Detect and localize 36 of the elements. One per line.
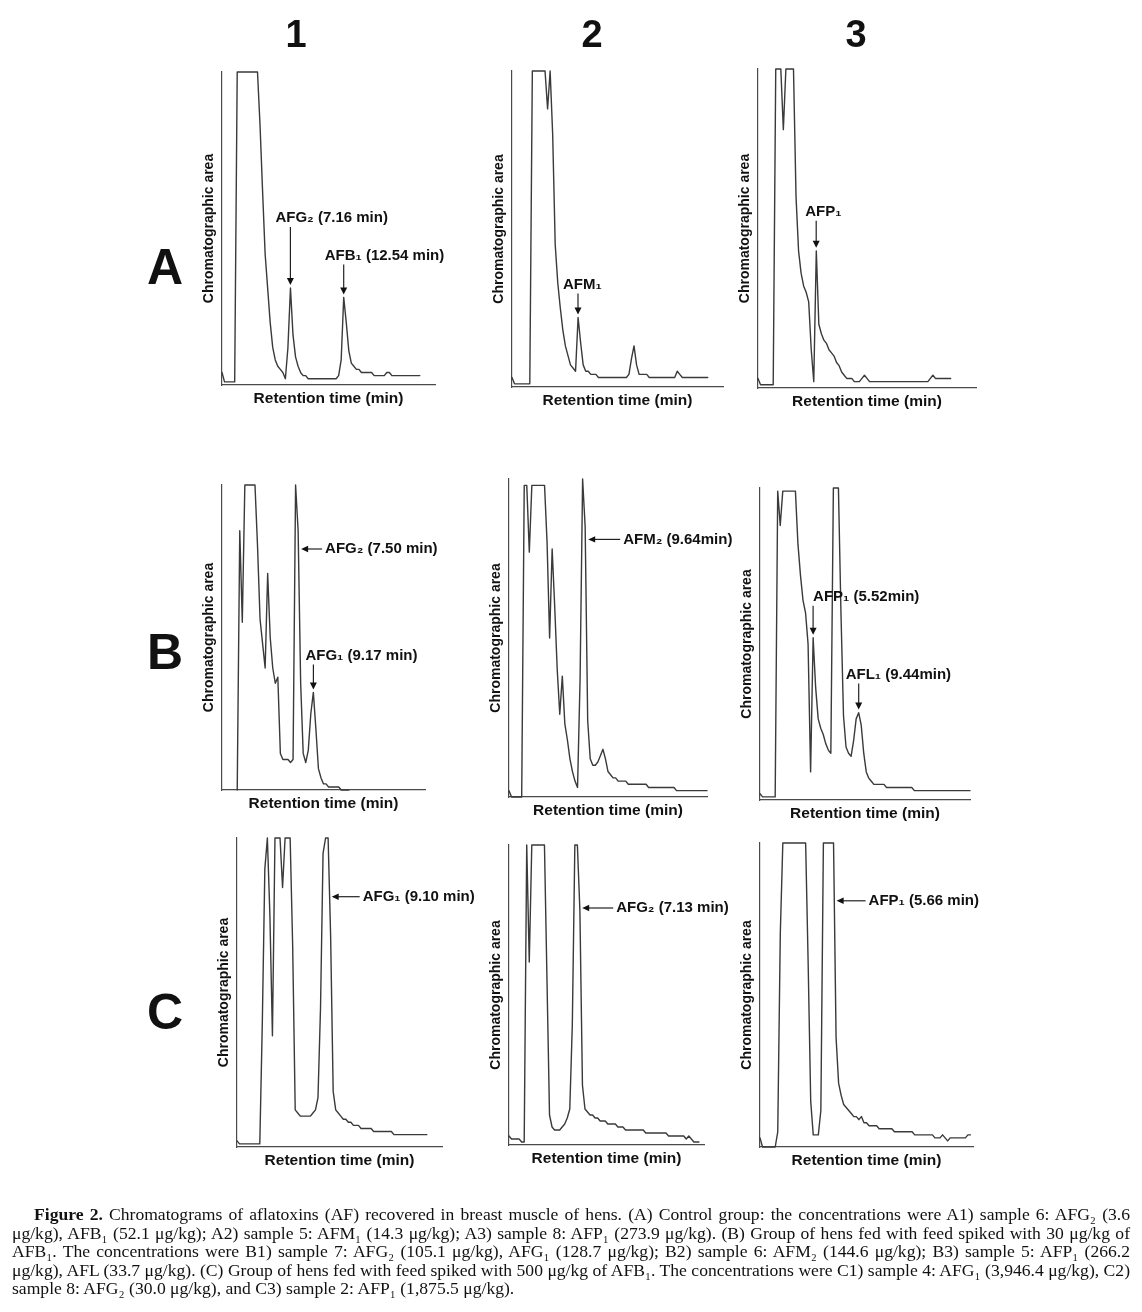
x-axis-title: Retention time (min) xyxy=(542,390,693,408)
caption: Figure 2. xyxy=(34,1204,103,1224)
x-axis-title: Retention time (min) xyxy=(790,803,940,821)
y-axis-title: Chromatographic area xyxy=(487,563,504,713)
text: C xyxy=(146,983,184,1040)
chart-title: 3 xyxy=(845,13,867,56)
text: B xyxy=(146,623,184,680)
y-axis-title: Chromatographic area xyxy=(490,154,507,304)
y-axis-title: Chromatographic area xyxy=(215,917,232,1068)
y-axis-title: Chromatographic area xyxy=(738,569,755,719)
y-axis-title: Chromatographic area xyxy=(738,920,755,1070)
annotation: AFG₂ (7.16 min) xyxy=(275,208,388,226)
annotation: AFG₁ (9.10 min) xyxy=(362,886,475,904)
y-axis-title: Chromatographic area xyxy=(200,562,217,713)
x-axis-title: Retention time (min) xyxy=(792,391,942,409)
y-axis-title: Chromatographic area xyxy=(487,920,504,1070)
chart-title: 2 xyxy=(581,13,603,56)
y-axis-title: Chromatographic area xyxy=(736,153,753,304)
x-axis-title: Retention time (min) xyxy=(264,1150,415,1168)
annotation: AFM₂ (9.64min) xyxy=(623,529,733,547)
annotation: AFL₁ (9.44min) xyxy=(845,664,952,682)
y-axis-title: Chromatographic area xyxy=(200,153,217,304)
x-axis-title: Retention time (min) xyxy=(791,1150,942,1168)
annotation: AFG₁ (9.17 min) xyxy=(305,645,418,663)
x-axis-title: Retention time (min) xyxy=(248,793,399,811)
annotation: AFM₁ xyxy=(563,274,602,292)
chart-title: 1 xyxy=(285,13,307,56)
x-axis-title: Retention time (min) xyxy=(253,388,404,406)
annotation: AFB₁ (12.54 min) xyxy=(324,245,445,263)
text: A xyxy=(146,238,184,295)
x-axis-title: Retention time (min) xyxy=(533,800,683,818)
x-axis-title: Retention time (min) xyxy=(531,1148,682,1166)
annotation: AFP₁ xyxy=(805,201,842,219)
annotation: AFG₂ (7.50 min) xyxy=(325,539,438,557)
annotation: AFP₁ (5.66 min) xyxy=(868,890,979,908)
annotation: AFG₂ (7.13 min) xyxy=(616,898,729,916)
